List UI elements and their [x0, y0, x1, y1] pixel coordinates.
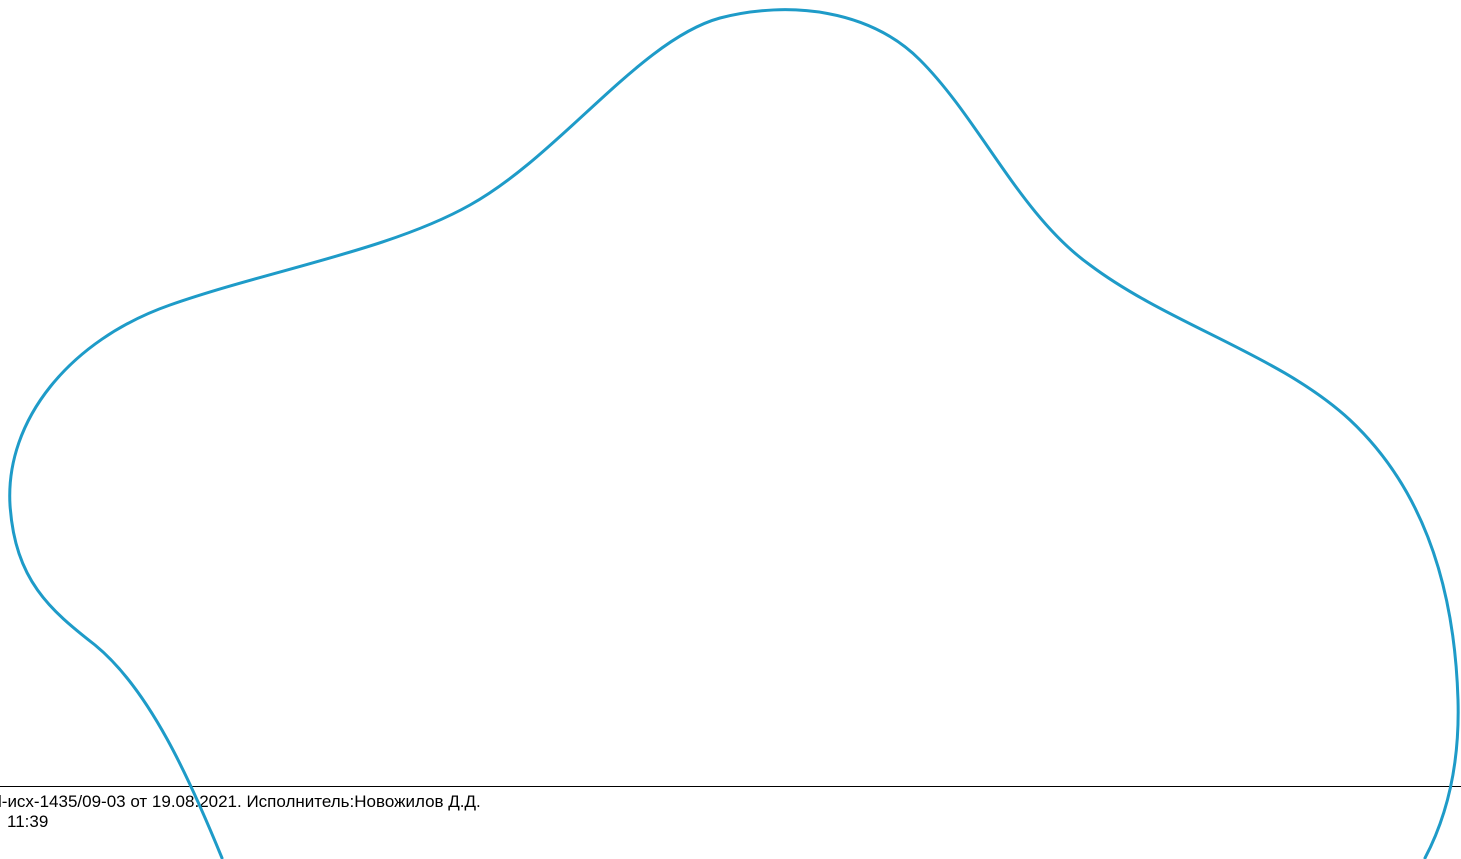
footer-document-info: l-исх-1435/09-03 от 19.08.2021. Исполнит…	[0, 792, 481, 811]
footer-time: 11:39	[7, 812, 49, 831]
decorative-curve-path	[8, 8, 1460, 859]
footer-rule	[0, 786, 1461, 787]
footer-registration-stamp: l-исх-1435/09-03 от 19.08.2021. Исполнит…	[0, 792, 481, 832]
